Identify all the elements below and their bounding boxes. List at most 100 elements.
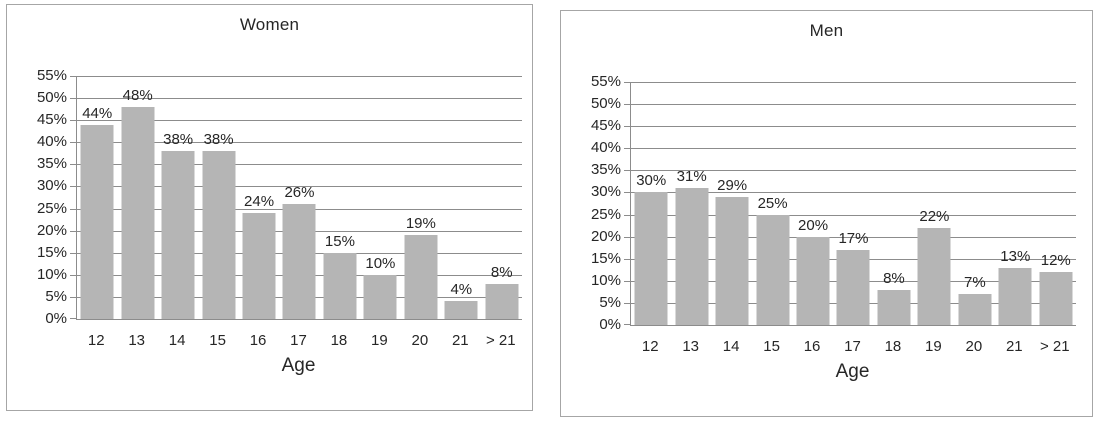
bar (675, 188, 709, 325)
y-tick-mark (70, 98, 76, 99)
y-tick-label: 10% (36, 266, 67, 283)
gridline (631, 126, 1076, 127)
y-tick-mark (70, 275, 76, 276)
y-tick-label: 50% (36, 89, 67, 106)
chart-title-women: Women (239, 15, 300, 34)
x-tick-label: 20 (965, 338, 983, 355)
x-axis-title: Age (281, 355, 316, 376)
bar-slot: 20% (793, 82, 833, 325)
bar (80, 125, 114, 319)
bar (756, 215, 790, 325)
y-tick-label: 55% (590, 73, 621, 90)
y-tick-mark (624, 237, 630, 238)
y-tick-mark (70, 164, 76, 165)
bar (363, 275, 397, 319)
bar-slot: 31% (671, 82, 711, 325)
data-label: 26% (284, 184, 315, 201)
bar (958, 294, 992, 325)
x-tick-label: 21 (451, 332, 469, 349)
x-tick-label: 19 (371, 332, 388, 349)
y-tick-label: 40% (590, 139, 621, 156)
x-tick-label: > 21 (1039, 338, 1070, 355)
bar-slot: 25% (752, 82, 792, 325)
y-tick-mark (70, 231, 76, 232)
bar (323, 253, 357, 319)
data-label: 24% (244, 193, 275, 210)
x-tick-label: 12 (641, 338, 659, 355)
bar (917, 228, 951, 325)
bar-slot: 8% (874, 82, 914, 325)
gridline (631, 215, 1076, 216)
data-label: 38% (203, 131, 234, 148)
y-tick-mark (70, 142, 76, 143)
bar-slot: 22% (914, 82, 954, 325)
data-label: 12% (1040, 252, 1071, 269)
bar (161, 151, 195, 319)
bar-slot: 17% (833, 82, 873, 325)
gridline (77, 186, 522, 187)
bar (242, 213, 276, 319)
bar (444, 301, 478, 319)
data-label: 13% (1000, 248, 1031, 265)
data-label: 19% (405, 215, 436, 232)
bar-slot: 8% (482, 76, 522, 319)
gridline (631, 104, 1076, 105)
y-tick-mark (624, 324, 630, 325)
data-label: 48% (122, 87, 153, 104)
bar-slot: 30% (631, 82, 671, 325)
y-tick-mark (70, 297, 76, 298)
data-label: 30% (636, 172, 667, 189)
x-tick-label: 19 (925, 338, 942, 355)
x-tick-label: 18 (330, 332, 348, 349)
gridline (77, 142, 522, 143)
y-tick-label: 45% (36, 111, 67, 128)
x-tick-label: 17 (290, 332, 307, 349)
bar (715, 197, 749, 325)
x-tick-label: 15 (209, 332, 226, 349)
y-tick-mark (70, 209, 76, 210)
bar (404, 235, 438, 319)
bar-slot: 15% (320, 76, 360, 319)
x-tick-label: 16 (803, 338, 821, 355)
y-tick-label: 5% (599, 294, 621, 311)
bar-slot: 26% (279, 76, 319, 319)
bar-slot: 48% (117, 76, 157, 319)
bar (634, 192, 668, 325)
y-tick-label: 25% (590, 206, 621, 223)
y-tick-label: 15% (590, 250, 621, 267)
bar-slot: 7% (955, 82, 995, 325)
bar-slot: 44% (77, 76, 117, 319)
data-label: 17% (838, 230, 869, 247)
data-label: 44% (82, 105, 113, 122)
y-tick-mark (624, 82, 630, 83)
y-tick-label: 35% (36, 155, 67, 172)
data-label: 7% (964, 274, 986, 291)
y-axis-labels: 55% 50% 45% 40% 35% 30% 25% 20% 15% 10% 5% 0% (561, 74, 621, 333)
data-label: 29% (717, 177, 748, 194)
x-tick-label: 17 (844, 338, 861, 355)
plot-area: 30% 31% 29% 25% 20% 17% 8% 22% 7% 13% 12% (624, 82, 1076, 326)
x-tick-label: 13 (128, 332, 146, 349)
y-tick-mark (70, 186, 76, 187)
data-label: 15% (324, 233, 355, 250)
bar (836, 250, 870, 325)
y-tick-label: 30% (36, 177, 67, 194)
x-tick-label: 14 (168, 332, 186, 349)
y-tick-label: 50% (590, 95, 621, 112)
bar-slot: 12% (1036, 82, 1076, 325)
bar-slot: 13% (995, 82, 1035, 325)
x-axis-title: Age (835, 361, 870, 382)
bar-series: 44% 48% 38% 38% 24% 26% 15% 10% 19% 4% 8% (77, 76, 522, 319)
data-label: 4% (450, 281, 473, 298)
x-tick-label: 15 (763, 338, 780, 355)
gridline (631, 82, 1076, 83)
y-tick-mark (624, 192, 630, 193)
bar (485, 284, 519, 319)
chart-title-men: Men (809, 21, 844, 40)
bar-slot: 38% (198, 76, 238, 319)
plot-area: 44% 48% 38% 38% 24% 26% 15% 10% 19% 4% 8% (70, 76, 522, 320)
data-label: 10% (365, 255, 396, 272)
y-tick-mark (70, 120, 76, 121)
bar (1039, 272, 1073, 325)
gridline (77, 120, 522, 121)
